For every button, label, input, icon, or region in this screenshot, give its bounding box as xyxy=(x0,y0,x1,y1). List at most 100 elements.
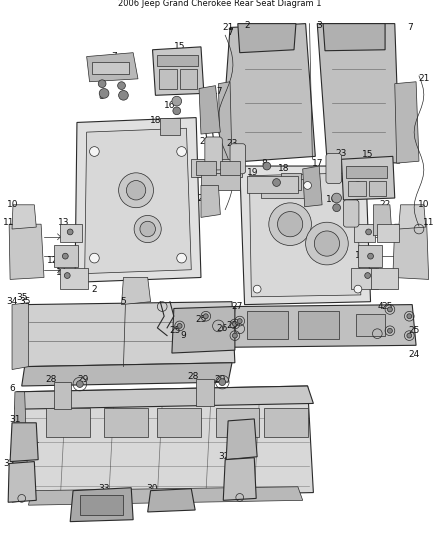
Polygon shape xyxy=(199,86,220,134)
Polygon shape xyxy=(303,166,322,207)
Text: 5: 5 xyxy=(120,297,126,306)
Polygon shape xyxy=(219,82,232,163)
Bar xyxy=(358,246,382,267)
Polygon shape xyxy=(87,53,138,82)
Polygon shape xyxy=(317,23,399,163)
Circle shape xyxy=(177,324,182,328)
Text: 17: 17 xyxy=(311,159,323,168)
Circle shape xyxy=(119,173,153,208)
Circle shape xyxy=(253,285,261,293)
Text: 33: 33 xyxy=(98,484,110,493)
Circle shape xyxy=(407,314,412,319)
Polygon shape xyxy=(148,489,195,512)
Text: 28: 28 xyxy=(45,375,57,384)
Circle shape xyxy=(366,229,371,235)
Text: 35: 35 xyxy=(19,297,30,306)
Text: 22: 22 xyxy=(197,193,208,203)
Text: 16: 16 xyxy=(164,101,176,110)
Text: 13: 13 xyxy=(58,218,69,227)
Circle shape xyxy=(64,272,70,278)
Text: 1: 1 xyxy=(215,152,221,161)
Bar xyxy=(80,496,124,515)
Circle shape xyxy=(118,82,125,90)
Circle shape xyxy=(98,80,106,87)
Text: 21: 21 xyxy=(223,23,234,32)
Text: 31: 31 xyxy=(223,411,234,421)
Text: 25: 25 xyxy=(409,326,420,335)
Text: 29: 29 xyxy=(77,375,88,384)
Bar xyxy=(92,62,129,74)
Polygon shape xyxy=(226,419,257,459)
Bar xyxy=(157,408,201,438)
Circle shape xyxy=(333,204,340,212)
Text: 32: 32 xyxy=(219,452,230,461)
Circle shape xyxy=(119,91,128,100)
Polygon shape xyxy=(25,302,235,367)
Polygon shape xyxy=(12,303,28,369)
Text: 6: 6 xyxy=(9,384,15,393)
Circle shape xyxy=(354,182,362,189)
Bar xyxy=(54,382,71,409)
Circle shape xyxy=(219,379,226,385)
Circle shape xyxy=(304,182,311,189)
Text: 15: 15 xyxy=(174,42,185,51)
Polygon shape xyxy=(121,278,151,304)
Polygon shape xyxy=(232,304,416,347)
Circle shape xyxy=(134,215,161,243)
Bar xyxy=(369,181,386,196)
Text: 27: 27 xyxy=(231,302,243,311)
Text: 3: 3 xyxy=(316,21,322,30)
Circle shape xyxy=(127,181,146,200)
FancyBboxPatch shape xyxy=(326,154,342,183)
Bar xyxy=(201,173,240,190)
Circle shape xyxy=(365,272,371,278)
Bar xyxy=(261,179,314,198)
Text: 34: 34 xyxy=(6,297,18,306)
Bar xyxy=(281,173,301,190)
Circle shape xyxy=(278,212,303,237)
Circle shape xyxy=(233,321,237,326)
Bar xyxy=(196,379,214,406)
Text: 7: 7 xyxy=(227,28,233,37)
Polygon shape xyxy=(12,205,36,229)
Text: 27: 27 xyxy=(374,326,386,335)
Polygon shape xyxy=(249,173,361,297)
Text: 8: 8 xyxy=(98,92,104,101)
Text: 2: 2 xyxy=(245,21,250,30)
Bar xyxy=(46,408,89,438)
Circle shape xyxy=(89,253,99,263)
Text: 24: 24 xyxy=(409,351,420,359)
Polygon shape xyxy=(12,392,28,502)
Text: 28: 28 xyxy=(187,372,199,381)
Polygon shape xyxy=(399,205,426,229)
Polygon shape xyxy=(223,458,256,500)
Bar xyxy=(157,54,198,66)
Circle shape xyxy=(233,333,237,338)
Text: 29: 29 xyxy=(215,375,226,384)
Polygon shape xyxy=(75,118,201,282)
Text: 20: 20 xyxy=(195,171,207,180)
Text: 14: 14 xyxy=(368,268,379,277)
Text: 30: 30 xyxy=(147,484,158,493)
Polygon shape xyxy=(152,47,204,95)
Text: 23: 23 xyxy=(346,203,357,212)
Circle shape xyxy=(367,253,374,259)
Text: 26: 26 xyxy=(217,324,228,333)
Bar xyxy=(191,159,242,177)
Text: 25: 25 xyxy=(226,321,238,330)
Circle shape xyxy=(62,253,68,259)
Text: 11: 11 xyxy=(423,218,434,227)
Circle shape xyxy=(67,229,73,235)
Bar xyxy=(180,69,197,88)
Bar xyxy=(264,408,307,438)
Polygon shape xyxy=(9,224,44,279)
Text: 21: 21 xyxy=(418,74,430,83)
Polygon shape xyxy=(172,306,235,353)
Polygon shape xyxy=(374,205,392,236)
Polygon shape xyxy=(70,488,133,522)
Circle shape xyxy=(203,314,208,319)
Circle shape xyxy=(388,328,392,333)
Circle shape xyxy=(269,203,311,246)
Text: 8: 8 xyxy=(261,159,267,168)
Text: 22: 22 xyxy=(379,200,391,209)
